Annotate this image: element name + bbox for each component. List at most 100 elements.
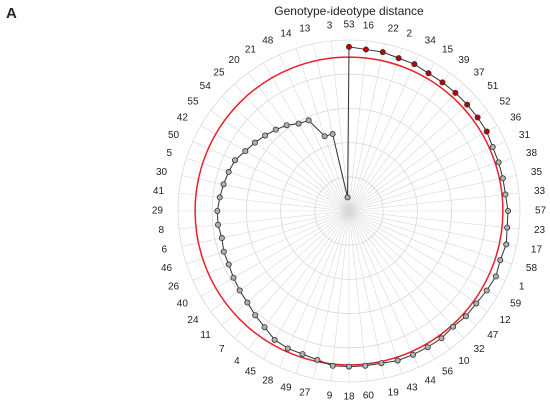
spoke [186, 157, 350, 212]
data-point [489, 144, 496, 151]
category-label: 29 [152, 206, 164, 217]
data-point [394, 357, 401, 364]
category-label: 44 [425, 376, 437, 387]
category-label: 53 [343, 20, 355, 31]
data-point [214, 207, 221, 214]
data-point [231, 157, 238, 164]
spoke [348, 210, 385, 379]
spoke [348, 96, 477, 212]
chart-title: Genotype-ideotype distance [274, 4, 424, 18]
spoke [181, 210, 350, 247]
data-point [215, 221, 222, 228]
category-label: 52 [499, 96, 511, 107]
category-label: 12 [499, 315, 511, 326]
data-point [503, 241, 510, 248]
data-point [225, 168, 232, 175]
data-point [262, 132, 269, 139]
data-point [242, 148, 249, 155]
data-point [295, 120, 302, 127]
data-point [502, 191, 509, 198]
data-point [244, 299, 251, 306]
data-point [473, 300, 480, 307]
data-point [499, 175, 506, 182]
data-point [483, 128, 490, 135]
category-label: 8 [158, 225, 164, 236]
category-label: 20 [229, 55, 241, 66]
category-label: 31 [519, 130, 531, 141]
spoke [178, 210, 350, 230]
data-point [474, 114, 481, 121]
data-point [345, 43, 352, 50]
data-point [452, 89, 459, 96]
spoke [348, 43, 385, 212]
category-label: 25 [213, 67, 225, 78]
category-label: 32 [473, 344, 485, 355]
spoke [200, 125, 350, 212]
spoke [348, 48, 403, 212]
data-point [220, 181, 227, 188]
spoke [248, 72, 350, 212]
spoke [348, 210, 464, 339]
spoke [348, 210, 477, 326]
category-label: 6 [162, 244, 168, 255]
category-label: 38 [526, 148, 538, 159]
spoke [348, 210, 512, 265]
spoke [348, 210, 368, 382]
spoke [210, 110, 350, 212]
spoke [221, 210, 350, 326]
category-label: 21 [245, 45, 257, 56]
spoke [279, 54, 350, 212]
category-label: 37 [473, 67, 485, 78]
spoke [348, 54, 419, 212]
data-point [379, 49, 386, 56]
category-label: 54 [200, 81, 212, 92]
category-label: 18 [343, 392, 355, 403]
spoke [348, 210, 498, 297]
category-label: 28 [262, 376, 274, 387]
category-label: 16 [363, 21, 375, 32]
data-point [261, 324, 268, 331]
spoke [295, 210, 350, 374]
category-label: 4 [234, 356, 240, 367]
spoke [263, 62, 350, 212]
category-label: 45 [245, 367, 257, 378]
data-point [495, 159, 502, 166]
spoke [348, 110, 488, 212]
spoke [234, 210, 350, 339]
category-label: 11 [200, 330, 211, 341]
data-point [378, 360, 385, 367]
data-point [230, 274, 237, 281]
spoke [313, 210, 350, 379]
data-point [329, 131, 336, 138]
spoke [348, 210, 517, 247]
spoke [330, 40, 350, 212]
category-label: 43 [406, 383, 418, 394]
data-point [314, 356, 321, 363]
category-label: 47 [487, 330, 499, 341]
data-point [284, 345, 291, 352]
category-label: 55 [187, 96, 199, 107]
spoke [348, 40, 368, 212]
category-label: 41 [153, 186, 165, 197]
category-label: 19 [388, 388, 400, 399]
spoke [192, 141, 350, 212]
data-point [362, 362, 369, 369]
spoke [279, 210, 350, 368]
category-label: 56 [442, 367, 454, 378]
data-point [344, 194, 351, 201]
spoke [348, 210, 403, 374]
category-label: 7 [219, 344, 225, 355]
spoke [348, 125, 498, 212]
category-label: 50 [168, 130, 180, 141]
spoke [348, 157, 512, 212]
spoke [221, 96, 350, 212]
spoke [210, 210, 350, 312]
data-point [321, 133, 328, 140]
data-point [462, 313, 469, 320]
data-point [251, 139, 258, 146]
spoke [348, 210, 520, 230]
category-label: 33 [534, 186, 546, 197]
data-point [299, 351, 306, 358]
spoke [181, 175, 350, 212]
